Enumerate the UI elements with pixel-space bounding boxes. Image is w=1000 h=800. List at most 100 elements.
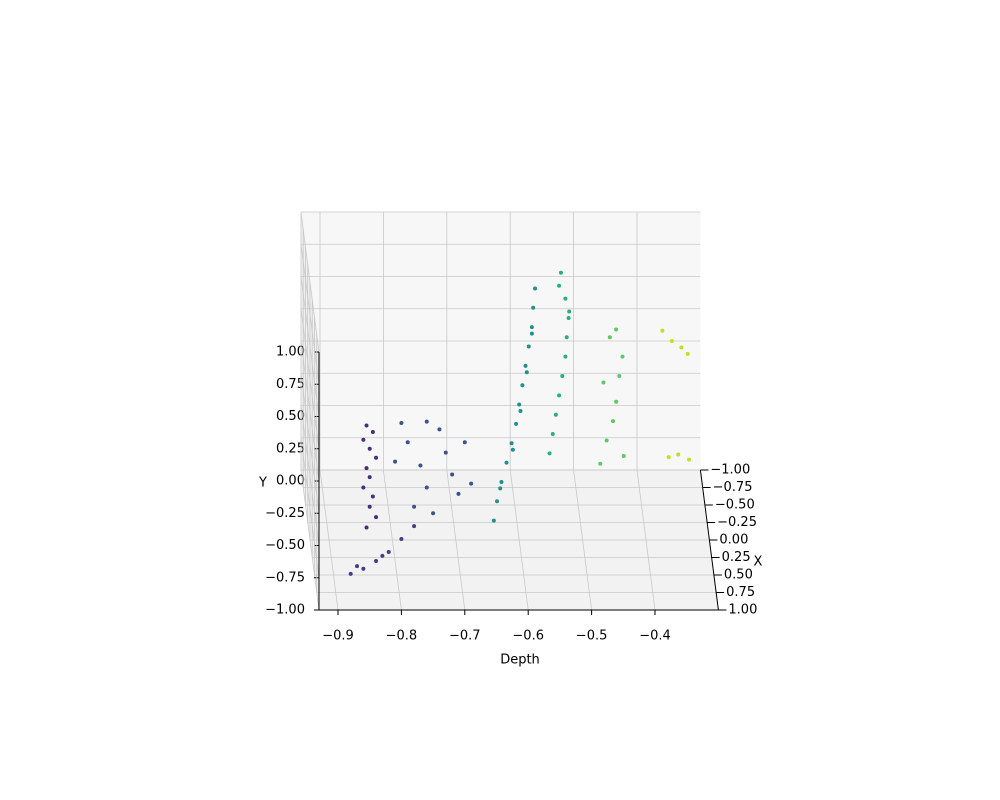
z-tick-label: 0.50 bbox=[724, 568, 753, 583]
point bbox=[518, 409, 523, 413]
y-tick-label: 0.75 bbox=[276, 377, 305, 392]
point bbox=[364, 423, 369, 428]
point bbox=[563, 354, 568, 359]
point bbox=[374, 558, 379, 563]
point bbox=[405, 440, 410, 445]
point bbox=[614, 327, 619, 332]
point bbox=[621, 453, 626, 458]
x-tick-label: −0.8 bbox=[386, 629, 418, 644]
point bbox=[547, 451, 552, 456]
y-tick-label: −0.25 bbox=[265, 506, 305, 521]
point bbox=[361, 566, 366, 571]
point bbox=[367, 504, 372, 509]
y-tick-label: −0.50 bbox=[265, 538, 305, 553]
point bbox=[617, 374, 622, 378]
point bbox=[566, 315, 571, 320]
x-tick-label: −0.9 bbox=[322, 629, 354, 644]
point bbox=[524, 370, 529, 375]
point bbox=[553, 412, 558, 417]
point bbox=[364, 466, 369, 471]
z-tick-label: −0.50 bbox=[715, 498, 755, 513]
point bbox=[504, 460, 509, 465]
point bbox=[367, 446, 372, 451]
point bbox=[495, 499, 500, 504]
point bbox=[399, 420, 404, 425]
point bbox=[412, 504, 417, 509]
point bbox=[412, 524, 417, 529]
point bbox=[509, 441, 514, 446]
point bbox=[560, 374, 565, 378]
point bbox=[550, 432, 555, 437]
point bbox=[660, 328, 665, 333]
point bbox=[669, 339, 674, 343]
point bbox=[529, 331, 534, 336]
x-tick-label: −0.5 bbox=[576, 629, 608, 644]
point bbox=[380, 553, 385, 558]
z-tick-label: −1.00 bbox=[710, 463, 750, 478]
y-tick-label: 0.25 bbox=[276, 441, 305, 456]
y-tick-label: −1.00 bbox=[265, 603, 305, 618]
z-tick-label: −0.25 bbox=[717, 515, 757, 530]
point bbox=[514, 421, 519, 426]
point bbox=[601, 380, 606, 385]
point bbox=[564, 335, 569, 340]
x-tick-label: −0.6 bbox=[512, 629, 544, 644]
point bbox=[386, 549, 391, 554]
point bbox=[462, 440, 467, 445]
x-tick-label: −0.4 bbox=[639, 629, 671, 644]
point bbox=[374, 515, 379, 520]
z-tick-label: 0.75 bbox=[726, 585, 755, 600]
y-tick-label: 0.50 bbox=[276, 409, 305, 424]
x-tick-label: −0.7 bbox=[449, 629, 481, 644]
point bbox=[529, 325, 534, 330]
point bbox=[557, 283, 562, 288]
point bbox=[510, 447, 515, 452]
z-tick-label: 1.00 bbox=[728, 603, 757, 618]
point bbox=[424, 485, 429, 490]
point bbox=[393, 459, 398, 464]
point bbox=[443, 450, 448, 455]
point bbox=[418, 463, 423, 468]
point bbox=[370, 429, 375, 434]
point bbox=[614, 399, 619, 404]
axis-line bbox=[699, 469, 719, 611]
point bbox=[499, 479, 504, 484]
point bbox=[450, 472, 455, 477]
point bbox=[531, 305, 536, 310]
point bbox=[364, 525, 369, 530]
point bbox=[607, 335, 612, 340]
point bbox=[686, 457, 691, 462]
point bbox=[456, 491, 461, 496]
point bbox=[685, 351, 690, 356]
point bbox=[469, 481, 474, 486]
point bbox=[355, 564, 360, 569]
z-axis-title: X bbox=[754, 555, 763, 570]
point bbox=[604, 438, 609, 443]
y-tick-label: 0.00 bbox=[276, 474, 305, 489]
point bbox=[498, 486, 503, 491]
point bbox=[598, 461, 603, 466]
point bbox=[517, 402, 522, 407]
z-tick-label: −0.75 bbox=[713, 480, 753, 495]
point bbox=[533, 286, 538, 291]
point bbox=[523, 363, 528, 368]
point bbox=[679, 345, 684, 350]
z-tick-label: 0.25 bbox=[722, 550, 751, 565]
z-tick-label: 0.00 bbox=[719, 533, 748, 548]
point bbox=[491, 518, 496, 523]
point bbox=[620, 354, 625, 359]
point bbox=[437, 427, 442, 432]
point bbox=[367, 475, 372, 480]
point bbox=[563, 296, 568, 301]
point bbox=[567, 309, 572, 314]
point bbox=[431, 511, 436, 516]
y-axis-title: Y bbox=[258, 476, 267, 491]
point bbox=[361, 437, 366, 442]
point bbox=[676, 452, 681, 457]
x-axis-title: Depth bbox=[500, 653, 540, 668]
point bbox=[361, 485, 366, 490]
point bbox=[557, 393, 562, 398]
point bbox=[610, 419, 615, 424]
point bbox=[374, 455, 379, 460]
